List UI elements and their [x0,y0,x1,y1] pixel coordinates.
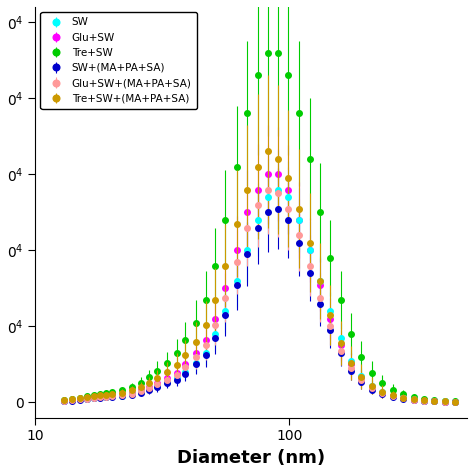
Legend: SW, Glu+SW, Tre+SW, SW+(MA+PA+SA), Glu+SW+(MA+PA+SA), Tre+SW+(MA+PA+SA): SW, Glu+SW, Tre+SW, SW+(MA+PA+SA), Glu+S… [40,12,197,109]
X-axis label: Diameter (nm): Diameter (nm) [177,449,325,467]
